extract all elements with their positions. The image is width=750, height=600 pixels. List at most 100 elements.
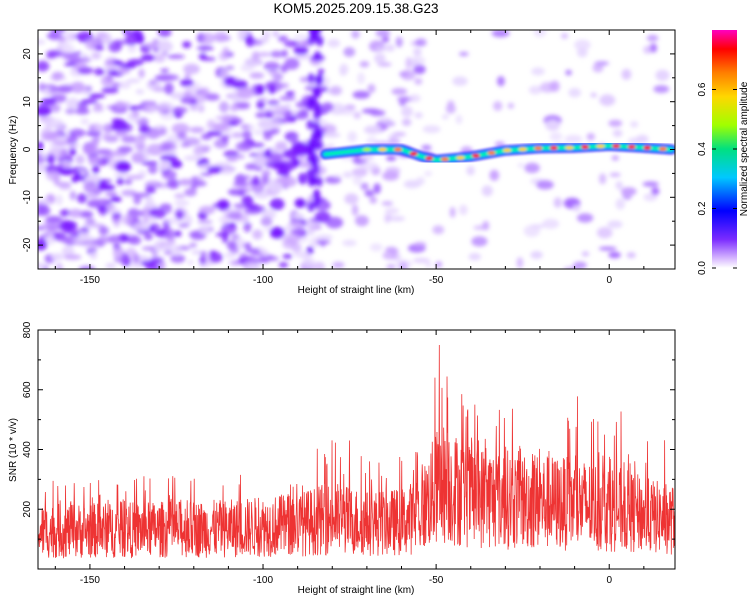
noise-blob (160, 154, 178, 163)
noise-blob (232, 118, 244, 124)
noise-blob (147, 129, 162, 139)
noise-blob (270, 161, 287, 171)
noise-blob (141, 160, 159, 166)
noise-blob (252, 229, 263, 240)
noise-blob (307, 228, 315, 236)
noise-blob (220, 223, 237, 235)
noise-blob (384, 207, 399, 215)
noise-blob (332, 261, 345, 269)
noise-blob (373, 183, 381, 194)
noise-blob (209, 252, 223, 263)
noise-blob (261, 250, 269, 257)
noise-blob (89, 251, 98, 260)
noise-blob (237, 30, 244, 42)
spectrogram-y-label: Frequency (Hz) (8, 116, 19, 185)
noise-blob (651, 187, 660, 196)
noise-blob (45, 234, 56, 245)
noise-blob (481, 185, 493, 197)
signal-hotspot (643, 145, 652, 150)
noise-blob (133, 222, 151, 231)
noise-blob (249, 251, 266, 257)
x-tick-label: -150 (80, 275, 100, 286)
noise-blob (392, 132, 407, 137)
noise-blob (351, 204, 359, 216)
noise-blob (293, 34, 309, 40)
colorbar-gradient (712, 30, 737, 268)
noise-blob (196, 45, 214, 51)
signal-hotspot (394, 147, 402, 152)
noise-blob (307, 201, 316, 212)
noise-blob (235, 238, 246, 250)
noise-blob (621, 68, 632, 80)
noise-blob (290, 229, 303, 234)
signal-hotspot (658, 146, 667, 151)
noise-blob (164, 82, 174, 95)
noise-blob (353, 111, 362, 120)
noise-blob (57, 36, 66, 43)
noise-blob (124, 34, 138, 46)
noise-blob (369, 196, 378, 204)
noise-blob (355, 215, 369, 227)
noise-blob (315, 239, 331, 245)
noise-blob (200, 172, 213, 177)
noise-blob (157, 101, 174, 112)
noise-blob (293, 213, 305, 220)
noise-blob (138, 68, 145, 79)
noise-blob (189, 126, 205, 134)
noise-blob (221, 232, 229, 244)
signal-hotspot (362, 147, 371, 152)
noise-blob (78, 265, 96, 269)
noise-blob (270, 119, 281, 130)
noise-blob (415, 38, 427, 47)
noise-blob (45, 224, 62, 231)
noise-blob (416, 176, 425, 186)
noise-blob (174, 200, 190, 206)
noise-blob (92, 165, 100, 174)
noise-blob (300, 109, 309, 114)
noise-blob (315, 36, 324, 47)
noise-blob (110, 196, 122, 202)
noise-blob (68, 53, 80, 61)
noise-blob (269, 50, 285, 58)
noise-blob (414, 112, 423, 119)
noise-blob (165, 228, 176, 241)
noise-blob (455, 114, 463, 125)
noise-blob (83, 143, 98, 156)
noise-blob (493, 101, 503, 111)
noise-blob (275, 141, 288, 152)
noise-blob (473, 225, 490, 230)
noise-blob (240, 124, 250, 129)
noise-blob (524, 162, 540, 174)
noise-blob (241, 130, 252, 140)
noise-blob (159, 160, 170, 171)
noise-blob (235, 141, 253, 152)
noise-blob (599, 94, 616, 106)
noise-blob (45, 118, 64, 128)
noise-blob (189, 242, 198, 248)
noise-blob (574, 39, 591, 51)
noise-blob (117, 146, 133, 153)
noise-blob (254, 129, 262, 136)
noise-blob (400, 69, 416, 81)
noise-blob (182, 214, 193, 226)
noise-blob (170, 254, 186, 263)
noise-blob (309, 152, 318, 163)
noise-blob (626, 252, 636, 259)
noise-blob (56, 85, 73, 93)
noise-blob (66, 134, 78, 146)
noise-blob (316, 234, 333, 240)
noise-blob (45, 215, 61, 224)
noise-blob (266, 104, 284, 113)
noise-blob (198, 205, 216, 215)
x-tick-label: 0 (606, 575, 612, 586)
noise-blob (398, 261, 408, 269)
noise-blob (41, 152, 48, 158)
noise-blob (145, 185, 156, 194)
noise-blob (245, 264, 261, 269)
noise-blob (108, 208, 122, 214)
noise-blob (107, 234, 122, 244)
noise-blob (174, 193, 186, 199)
colorbar: 0.0 0.2 0.4 0.6 Normalized spectral amplitu… (697, 30, 750, 275)
noise-blob (405, 57, 413, 69)
